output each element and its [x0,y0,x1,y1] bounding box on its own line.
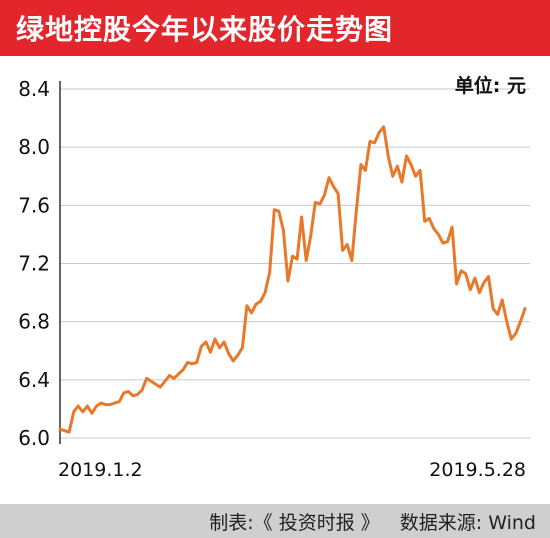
y-tick-label: 6.8 [18,310,50,334]
series-line [58,125,527,434]
unit-label: 单位: 元 [455,74,526,97]
footer-credit-label: 制表:《 投资时报 》 [209,511,380,534]
footer-data-source: 数据来源: Wind [399,511,536,534]
title-banner: 绿地控股今年以来股价走势图 [0,0,550,56]
stock-price-chart: 8.4 8.0 7.6 7.2 6.8 6.4 6.0 单位: 元 2019.1.2 201… [18,74,530,481]
y-tick-label: 8.4 [18,77,50,101]
chart-title: 绿地控股今年以来股价走势图 [16,13,394,46]
footer-bar: 制表:《 投资时报 》 数据来源: Wind [0,504,550,538]
y-tick-label: 7.6 [18,193,50,217]
y-tick-label: 7.2 [18,252,50,276]
x-axis-start-label: 2019.1.2 [58,459,143,481]
x-axis-end-label: 2019.5.28 [429,459,526,481]
y-tick-label: 6.4 [18,368,50,392]
y-tick-label: 6.0 [18,426,50,450]
chart-area: 8.4 8.0 7.6 7.2 6.8 6.4 6.0 单位: 元 2019.1.2 201… [0,56,550,504]
y-tick-label: 8.0 [18,135,50,159]
